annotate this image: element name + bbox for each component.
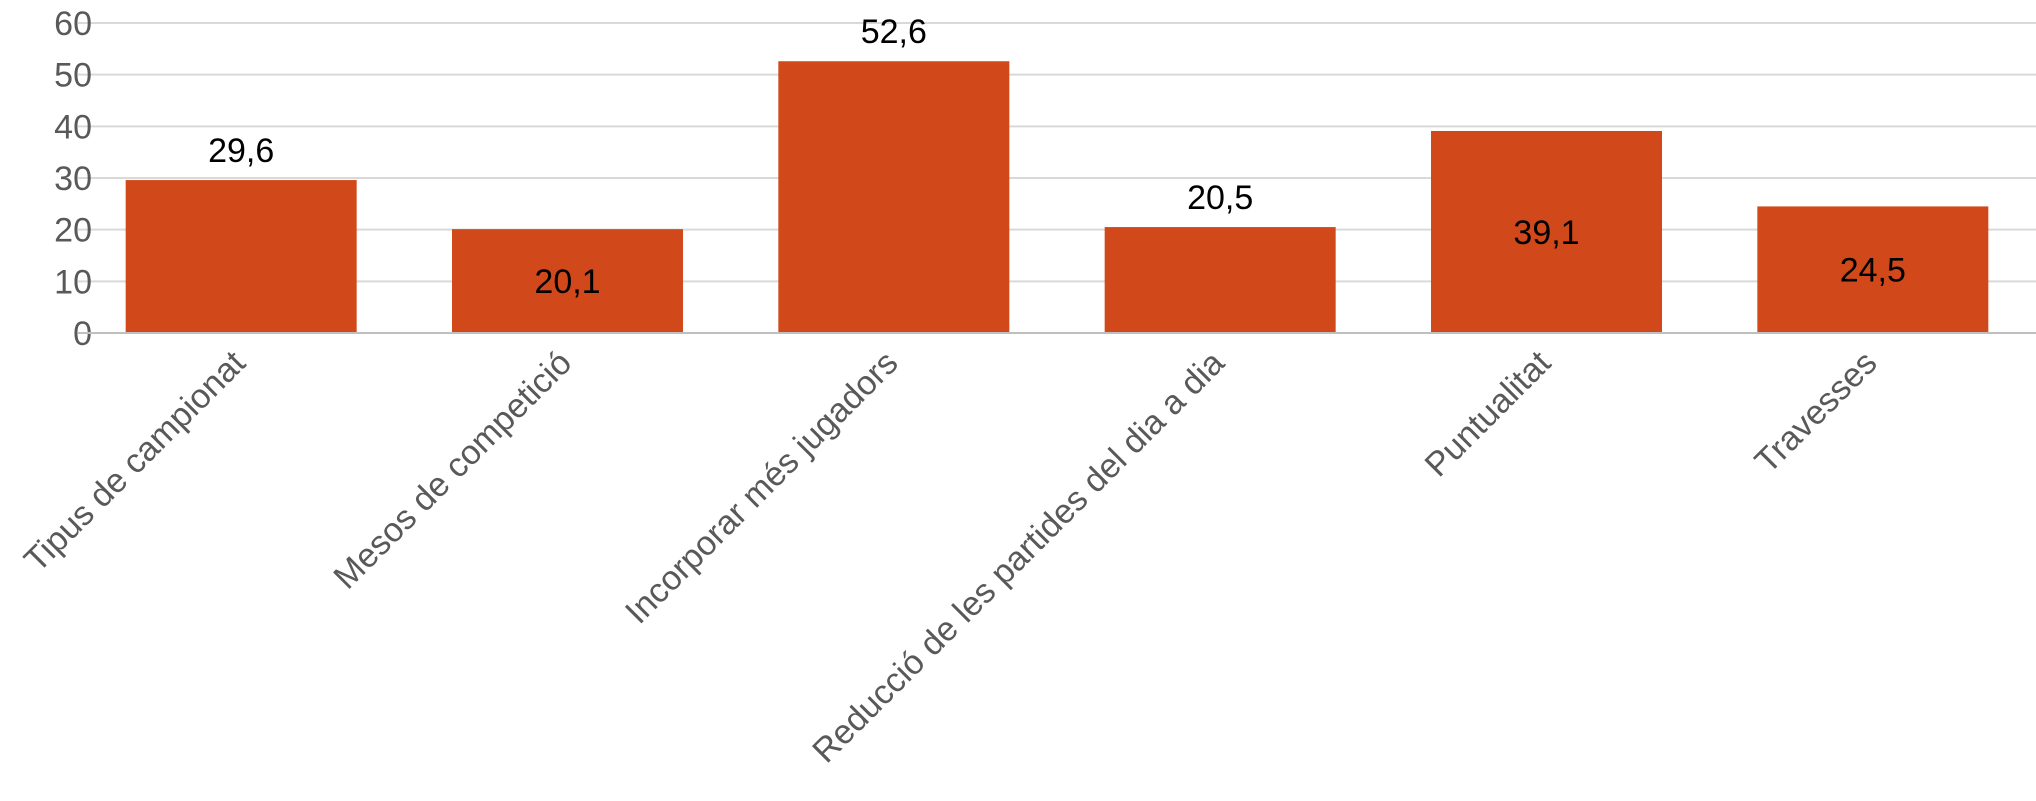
category-label: Travesses <box>1748 344 1885 481</box>
category-label: Reducció de les partides del dia a dia <box>805 344 1232 771</box>
data-label: 29,6 <box>208 132 274 170</box>
bars <box>125 61 1989 333</box>
bar <box>1757 206 1989 333</box>
data-label: 20,1 <box>534 263 600 301</box>
y-tick-label: 30 <box>54 160 92 198</box>
y-tick-label: 60 <box>54 5 92 43</box>
bar <box>1431 130 1662 333</box>
data-labels: 29,6 20,1 52,6 20,5 39,1 24,5 <box>208 13 1906 301</box>
category-label: Incorporar més jugadors <box>618 344 905 631</box>
bar <box>452 229 683 333</box>
data-label: 24,5 <box>1840 252 1906 290</box>
bar <box>778 61 1010 333</box>
y-tick-label: 10 <box>54 263 92 301</box>
gridlines <box>78 22 2036 283</box>
y-tick-label: 40 <box>54 108 92 146</box>
bar <box>1104 227 1336 333</box>
data-label: 39,1 <box>1513 214 1579 252</box>
category-labels: Tipus de campionat Mesos de competició Inc… <box>17 343 1884 770</box>
category-label: Puntualitat <box>1418 343 1559 484</box>
y-tick-label: 50 <box>54 57 92 95</box>
y-tick-label: 20 <box>54 212 92 250</box>
data-label: 20,5 <box>1187 179 1253 217</box>
data-label: 52,6 <box>861 13 927 51</box>
category-label: Tipus de campionat <box>17 343 253 579</box>
category-label: Mesos de competició <box>326 344 579 597</box>
bar <box>125 180 357 333</box>
